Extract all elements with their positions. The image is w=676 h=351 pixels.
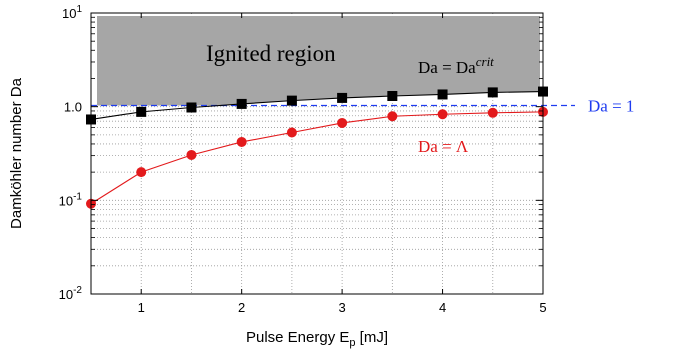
data-point-lambda xyxy=(337,117,348,128)
data-point-lambda xyxy=(286,127,297,138)
y-tick-label: 10-1 xyxy=(59,191,83,208)
data-point-crit xyxy=(387,90,398,101)
x-tick-label: 5 xyxy=(539,300,546,315)
y-tick-label-base: 10 xyxy=(59,287,73,302)
data-point-lambda xyxy=(186,149,197,160)
data-point-lambda xyxy=(437,109,448,120)
y-tick-label-base: 10 xyxy=(62,6,76,21)
series-line-lambda xyxy=(90,111,544,205)
series xyxy=(86,86,548,209)
data-point-crit xyxy=(337,92,348,103)
data-point-crit xyxy=(136,106,147,117)
y-tick-label-exponent: -1 xyxy=(73,191,82,202)
data-point-lambda xyxy=(236,136,247,147)
crit-annotation-superscript: crit xyxy=(476,54,494,69)
crit-series-annotation: Da = Dacrit xyxy=(418,54,494,77)
x-tick-label: 4 xyxy=(439,300,446,315)
y-axis-label: Damköhler number Da xyxy=(8,77,25,229)
data-point-crit xyxy=(487,87,498,98)
x-axis-label: Pulse Energy Ep [mJ] xyxy=(246,329,388,349)
y-tick-label-exponent: -2 xyxy=(73,285,82,296)
lambda-series-annotation: Da = Λ xyxy=(418,137,469,156)
x-tick-label: 3 xyxy=(338,300,345,315)
x-axis-label-main: Pulse Energy E xyxy=(246,329,349,346)
y-tick-label: 101 xyxy=(62,4,82,21)
data-point-crit xyxy=(186,102,197,113)
data-point-lambda xyxy=(487,107,498,118)
data-point-lambda xyxy=(387,111,398,122)
plot-frame xyxy=(90,12,544,295)
y-tick-label-exponent: 1 xyxy=(76,4,82,15)
y-tick-label: 10-2 xyxy=(59,285,83,302)
reference-line-label: Da = 1 xyxy=(588,96,634,115)
data-point-crit xyxy=(236,98,247,109)
data-point-lambda xyxy=(136,167,147,178)
x-axis-label-tail: [mJ] xyxy=(356,329,389,346)
ignited-region-fill xyxy=(97,16,540,106)
x-tick-label: 1 xyxy=(138,300,145,315)
series-line-crit xyxy=(90,91,544,121)
x-axis-label-subscript: p xyxy=(349,337,355,349)
crit-annotation-text: Da = Da xyxy=(418,58,476,77)
y-tick-label: 1.0 xyxy=(64,100,82,115)
x-tick-label: 2 xyxy=(238,300,245,315)
data-point-crit xyxy=(286,95,297,106)
data-point-crit xyxy=(437,89,448,100)
ignited-region-label: Ignited region xyxy=(206,41,336,66)
y-tick-label-base: 10 xyxy=(59,193,73,208)
